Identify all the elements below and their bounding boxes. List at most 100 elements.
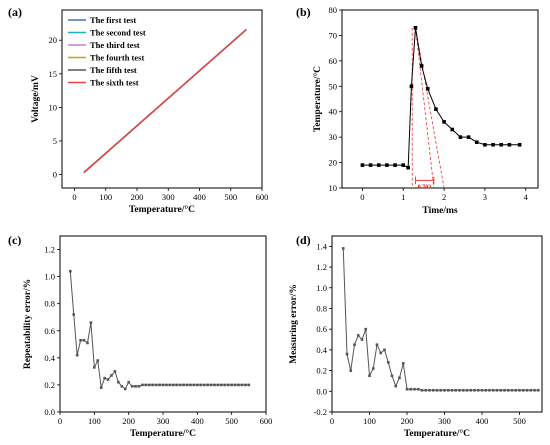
x-tick-label: 500 <box>513 416 526 426</box>
data-point <box>154 383 158 387</box>
y-tick-label: 10 <box>49 102 58 112</box>
data-point <box>425 87 430 91</box>
data-point <box>458 135 463 139</box>
data-point <box>474 140 479 145</box>
data-point <box>233 383 237 387</box>
data-point <box>182 383 185 387</box>
y-tick-label: 80 <box>329 5 338 15</box>
x-axis-label: Time/ms <box>422 206 457 216</box>
annotation-dashed-line <box>415 27 435 189</box>
data-point <box>79 338 82 342</box>
data-point <box>536 388 540 392</box>
y-tick-label: 70 <box>329 30 338 40</box>
data-point <box>469 388 473 392</box>
data-point <box>216 383 220 387</box>
y-tick-label: 1.4 <box>316 241 327 251</box>
y-tick-label: 0.6 <box>316 324 327 334</box>
data-point <box>168 383 172 387</box>
data-point <box>401 362 405 365</box>
data-point <box>127 380 130 384</box>
y-tick-label: 0.0 <box>316 386 327 396</box>
data-point <box>439 388 443 392</box>
x-tick-label: 3 <box>483 192 487 202</box>
data-point <box>192 383 196 387</box>
data-point <box>213 383 216 387</box>
data-point <box>413 387 416 391</box>
data-point <box>209 383 213 387</box>
legend-label: The second test <box>90 28 146 38</box>
data-point <box>196 383 199 387</box>
data-point <box>409 387 413 391</box>
data-point <box>393 163 397 167</box>
data-point <box>199 383 203 387</box>
data-point <box>147 383 151 387</box>
data-point <box>151 383 154 387</box>
panel-d: (d) 0 100 200 300 400 500 -0.2 0.0 0.2 0.4 0.6 0.8 1.… <box>289 233 543 439</box>
x-tick-label: 4 <box>524 192 529 202</box>
legend-label: The fourth test <box>90 53 144 63</box>
data-point <box>398 376 401 380</box>
data-point <box>442 120 446 124</box>
data-point <box>390 374 394 378</box>
data-point <box>220 383 223 387</box>
data-point <box>405 387 409 391</box>
data-point <box>226 383 230 387</box>
y-tick-label: 0.2 <box>316 366 327 376</box>
y-axis-label: Voltage/mV <box>31 75 41 123</box>
data-point <box>158 383 161 387</box>
data-point <box>93 366 96 369</box>
data-point <box>533 388 536 392</box>
data-point <box>175 383 179 387</box>
y-tick-label: 0.8 <box>44 299 55 309</box>
data-point <box>141 383 144 387</box>
data-point <box>506 388 510 392</box>
data-point <box>353 343 356 347</box>
data-point <box>82 338 86 342</box>
x-tick-label: 200 <box>401 416 414 426</box>
data-point <box>507 142 512 147</box>
data-point <box>495 388 499 392</box>
x-tick-label: 200 <box>131 192 144 202</box>
panel-a: (a) 0 100 200 300 400 500 600 0 5 10 15 20 Temperatur… <box>8 5 268 215</box>
y-tick-label: 0 <box>53 170 57 180</box>
data-point <box>458 388 461 392</box>
data-point <box>484 388 488 392</box>
data-point <box>394 384 398 388</box>
data-point <box>443 388 446 392</box>
plot-frame <box>331 235 543 413</box>
data-point <box>379 351 383 355</box>
data-point <box>89 321 93 324</box>
data-point <box>75 353 79 357</box>
data-point <box>383 348 386 352</box>
data-point <box>341 247 345 250</box>
data-point <box>356 334 360 337</box>
data-point <box>518 388 521 392</box>
data-point <box>172 383 175 387</box>
x-tick-label: 400 <box>191 416 204 426</box>
data-point <box>386 361 390 364</box>
data-point <box>134 384 137 388</box>
y-axis-label: Measuring error/% <box>289 284 299 364</box>
x-axis-label: Temperature/°C <box>130 428 196 439</box>
x-tick-label: 0 <box>360 192 364 202</box>
y-tick-label: 1.0 <box>316 283 327 293</box>
data-point <box>431 388 435 392</box>
data-point <box>120 384 124 388</box>
data-point <box>360 338 364 341</box>
data-point <box>385 163 389 167</box>
data-point <box>428 388 431 392</box>
y-tick-label: 20 <box>49 35 58 45</box>
data-point <box>360 163 365 167</box>
data-point <box>106 378 110 381</box>
plot-frame <box>341 9 539 189</box>
data-point <box>178 383 182 387</box>
x-tick-label: 400 <box>476 416 489 426</box>
panel-c: (c) 0 100 200 300 400 500 600 0.0 0.2 0.4 0.6 0.8 1.0… <box>8 233 272 439</box>
data-point <box>72 313 76 316</box>
plot-frame <box>61 9 263 189</box>
data-point <box>503 388 506 392</box>
data-point <box>130 384 134 388</box>
x-tick-label: 500 <box>224 192 237 202</box>
x-tick-label: 100 <box>363 416 376 426</box>
series-line <box>362 27 520 169</box>
